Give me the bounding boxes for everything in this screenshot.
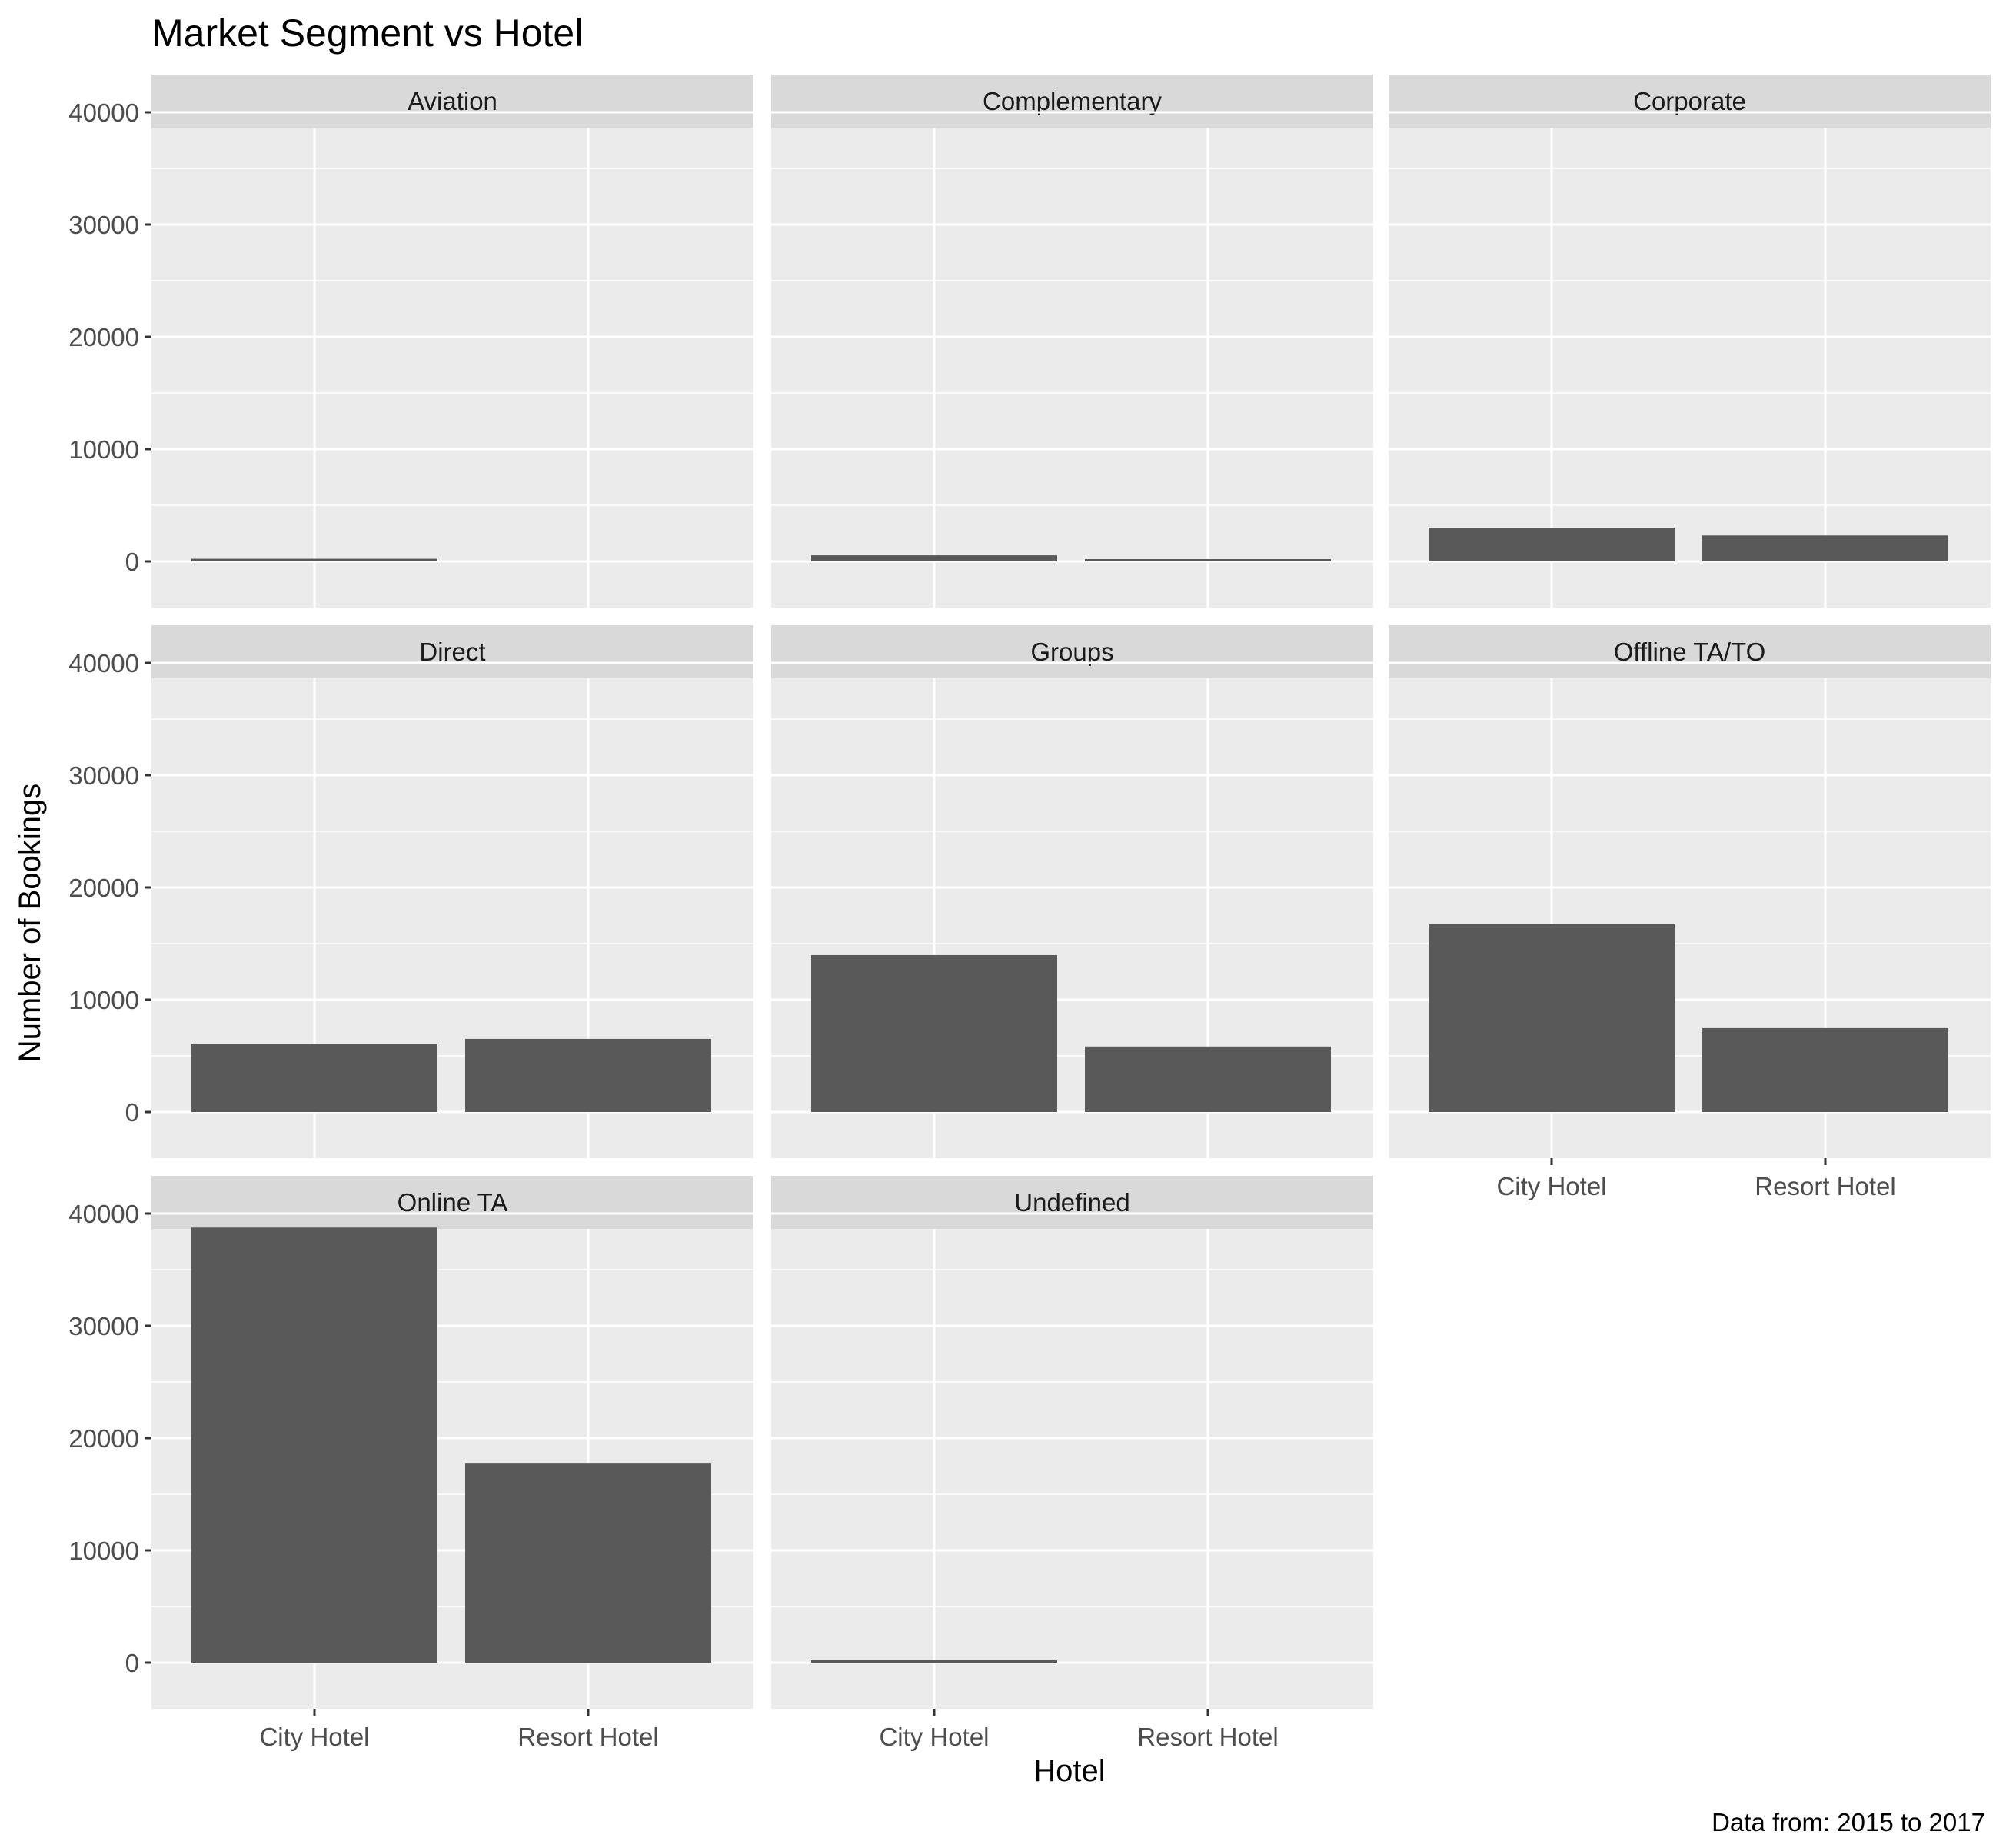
y-tick-label: 10000 [68,1537,139,1565]
bar [191,1044,437,1112]
bar [465,1463,711,1663]
x-tick-label: Resort Hotel [517,1723,658,1751]
y-tick-label: 10000 [68,986,139,1014]
facet-strip-label: Undefined [1014,1188,1129,1217]
bar [1702,535,1948,561]
x-tick-label: Resort Hotel [1137,1723,1278,1751]
bar [191,558,437,561]
facet-panel: Undefined City Hotel Resort Hotel [771,1176,1373,1751]
bar [465,1038,711,1112]
facet-strip [151,1176,753,1229]
y-tick-label: 40000 [68,98,139,127]
facet-strip-label: Corporate [1633,87,1746,115]
y-tick-label: 20000 [68,323,139,351]
bar [1085,1046,1331,1112]
bar [191,1227,437,1663]
panel-background [771,1229,1373,1709]
facet-strip-label: Complementary [983,87,1162,115]
facet-strip [1389,625,1991,678]
y-tick-label: 30000 [68,1312,139,1340]
y-tick-label: 0 [125,1649,139,1677]
panel-background [1389,128,1991,608]
facet-panels: Aviation 0 10000 20000 30000 40000 Complementa… [68,75,1991,1751]
facet-strip-label: Online TA [398,1188,508,1217]
x-tick-label: City Hotel [879,1723,989,1751]
x-tick-label: City Hotel [259,1723,369,1751]
facet-panel: Direct 0 10000 20000 30000 40000 [68,625,753,1158]
facet-strip-label: Aviation [408,87,497,115]
x-tick-label: Resort Hotel [1755,1172,1895,1200]
facet-panel: Corporate [1389,75,1991,608]
facet-panel: Online TA 0 10000 20000 30000 40000 City Hotel… [68,1176,753,1751]
facet-panel: Complementary [771,75,1373,608]
y-tick-label: 40000 [68,649,139,678]
bar [1429,924,1675,1112]
x-tick-label: City Hotel [1496,1172,1606,1200]
facet-panel: Groups [771,625,1373,1158]
y-tick-label: 20000 [68,874,139,902]
panel-background [771,128,1373,608]
chart-title: Market Segment vs Hotel [151,12,583,55]
y-tick-label: 30000 [68,211,139,239]
facet-strip [151,625,753,678]
y-axis-title: Number of Bookings [13,784,47,1062]
y-tick-label: 40000 [68,1200,139,1228]
x-axis-title: Hotel [1033,1754,1105,1788]
facet-strip [771,1176,1373,1229]
facet-strip [1389,75,1991,128]
y-tick-label: 30000 [68,761,139,790]
y-tick-label: 20000 [68,1424,139,1453]
facet-panel: Offline TA/TO City Hotel Resort Hotel [1389,625,1991,1200]
y-tick-label: 0 [125,1098,139,1127]
chart-caption: Data from: 2015 to 2017 [1712,1808,1985,1836]
panel-background [151,128,753,608]
bar [1429,528,1675,561]
bar [811,954,1057,1112]
facet-strip-label: Offline TA/TO [1614,638,1765,666]
facet-strip [771,625,1373,678]
bar [1702,1027,1948,1112]
facet-strip-label: Direct [419,638,485,666]
facet-strip [771,75,1373,128]
facet-strip-label: Groups [1030,638,1113,666]
y-tick-label: 0 [125,548,139,576]
facet-panel: Aviation 0 10000 20000 30000 40000 [68,75,753,608]
facet-strip [151,75,753,128]
y-tick-label: 10000 [68,435,139,464]
bar [811,555,1057,561]
